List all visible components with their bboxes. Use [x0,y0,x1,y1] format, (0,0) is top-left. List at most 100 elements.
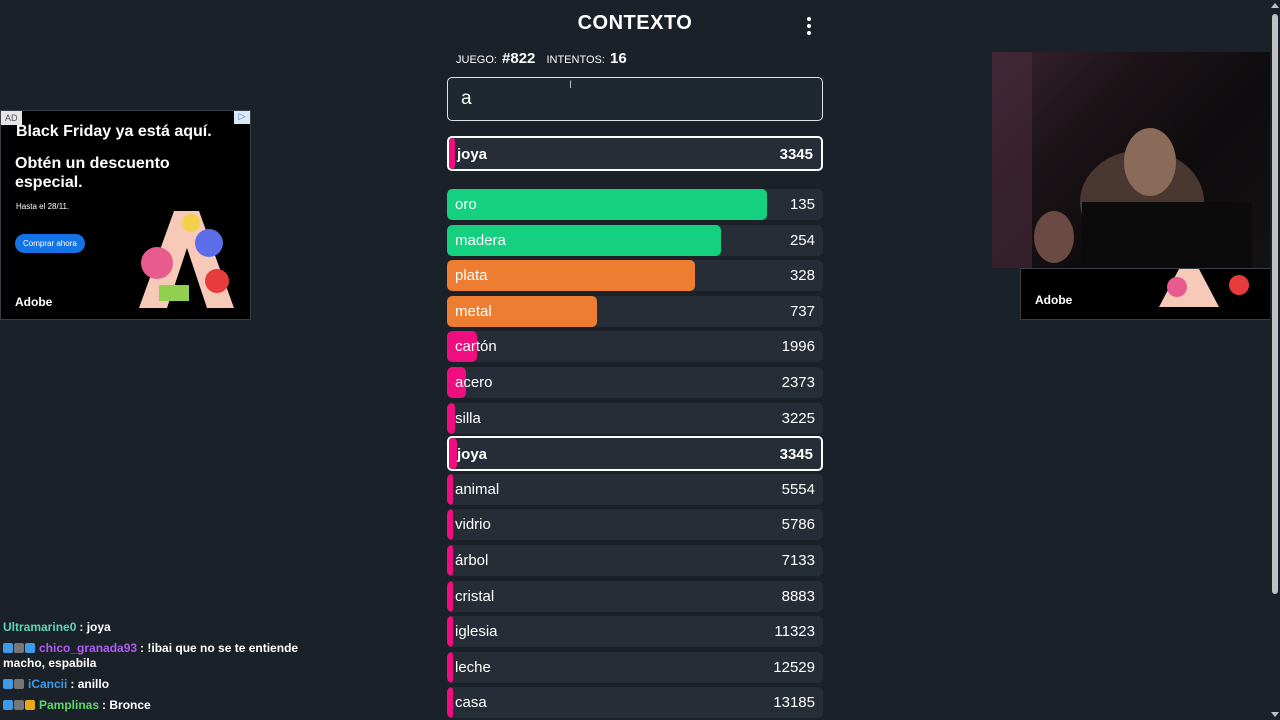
guess-row[interactable]: vidrio 5786 [447,509,823,541]
ad-cta-button[interactable]: Comprar ahora [15,234,85,253]
guess-word: plata [455,267,488,285]
guess-row[interactable]: silla 3225 [447,402,823,434]
guess-rank: 5554 [781,480,815,498]
guess-similarity-bar [447,260,695,292]
guess-word: vidrio [455,516,491,534]
ad-date: Hasta el 28/11. [16,202,70,211]
chat-badge-icon [14,700,24,710]
chat-text: : !ibai que no se te entiende macho, esp… [3,641,299,670]
guess-word: animal [455,480,500,498]
adobe-logo-right: Adobe [1035,293,1073,307]
guess-rank: 3345 [779,446,813,464]
chat-badge-icon [3,643,13,653]
attempts-label: INTENTOS: [546,54,605,66]
guess-row[interactable]: casa 13185 [447,687,823,719]
ad-tag: AD [1,111,22,125]
guess-rank: 11323 [774,623,815,641]
page-scrollbar[interactable] [1270,0,1280,720]
guess-rank: 5786 [781,516,815,534]
guess-word: silla [455,409,481,427]
guess-row[interactable]: leche 12529 [447,651,823,683]
guess-rank: 8883 [781,587,815,605]
guess-similarity-bar [447,687,453,719]
guess-rank: 737 [789,302,815,320]
game-label: JUEGO: [456,54,497,66]
chat-username[interactable]: chico_granada93 [39,641,138,655]
ad-banner[interactable]: AD ▷ Black Friday ya está aquí. Obtén un… [0,110,251,320]
guess-similarity-bar [447,224,721,256]
chat-message: Ultramarine0: joya [3,620,343,635]
guess-similarity-bar [447,367,466,398]
last-guess-word: joya [457,146,488,163]
ad-banner-right[interactable]: Adobe [1020,268,1271,320]
chat-badge-icon [3,679,13,689]
guess-similarity-bar [447,580,453,612]
chat-badge-icon [25,700,35,710]
scroll-up-icon[interactable] [1271,3,1279,8]
ad-artwork [139,211,234,308]
guess-similarity-bar [447,295,597,327]
guess-rank: 3225 [781,409,815,427]
guess-word: oro [455,196,477,213]
guess-word: madera [455,231,506,249]
guess-row[interactable]: animal 5554 [447,473,823,505]
adchoices-icon[interactable]: ▷ [234,111,250,124]
guess-similarity-bar [447,331,477,363]
guess-word: cartón [455,338,497,356]
guess-rank: 12529 [773,658,815,676]
webcam-overlay [992,52,1280,268]
scroll-down-icon[interactable] [1271,712,1279,717]
guess-word: árbol [455,552,489,569]
guess-input[interactable] [447,77,823,121]
guess-word: cristal [455,587,495,605]
adobe-logo: Adobe [15,295,53,309]
chat-overlay: Ultramarine0: joya chico_granada93: !ibai… [3,620,343,719]
guess-similarity-bar [447,616,453,648]
guess-similarity-bar [447,473,453,505]
chat-text: : joya [79,620,111,634]
last-guess-rank: 3345 [779,146,813,163]
guess-word: leche [455,658,491,676]
chat-message: Pamplinas: Bronce [3,698,343,713]
last-guess-row[interactable]: joya 3345 [447,136,823,171]
text-cursor-icon: I [569,79,573,91]
guess-rank: 254 [789,231,815,249]
chat-message: iCancii: anillo [3,677,343,692]
guess-rank: 1996 [781,338,815,356]
guess-similarity-bar [447,545,453,576]
guess-word: metal [455,302,492,320]
chat-text: : Bronce [102,698,151,712]
guess-rank: 13185 [773,694,815,712]
guess-rank: 328 [789,267,815,285]
guess-row[interactable]: joya 3345 [447,436,823,472]
guess-row[interactable]: oro 135 [447,189,823,220]
chat-badge-icon [14,643,24,653]
guess-word: joya [457,446,488,464]
guess-similarity-bar [447,402,455,434]
scrollbar-thumb[interactable] [1272,14,1278,594]
streamer-video [992,52,1252,268]
guess-word: acero [455,374,493,391]
guess-row[interactable]: árbol 7133 [447,545,823,576]
guess-rank: 135 [789,196,815,213]
chat-message: chico_granada93: !ibai que no se te enti… [3,641,343,671]
guess-rank: 2373 [781,374,815,391]
more-menu-button[interactable] [800,14,818,38]
chat-badge-icon [3,700,13,710]
chat-badge-icon [14,679,24,689]
chat-username[interactable]: Pamplinas [39,698,100,712]
last-guess-bar [449,138,455,169]
guess-row[interactable]: plata 328 [447,260,823,292]
guess-row[interactable]: iglesia 11323 [447,616,823,648]
chat-username[interactable]: iCancii [28,677,68,691]
guess-row[interactable]: acero 2373 [447,367,823,398]
chat-username[interactable]: Ultramarine0 [3,620,77,634]
guess-similarity-bar [449,438,457,470]
guess-row[interactable]: madera 254 [447,224,823,256]
guess-row[interactable]: cristal 8883 [447,580,823,612]
guess-row[interactable]: cartón 1996 [447,331,823,363]
game-number: #822 [502,50,536,67]
guess-similarity-bar [447,651,453,683]
guess-row[interactable]: metal 737 [447,295,823,327]
ad-artwork-right [1159,269,1249,307]
